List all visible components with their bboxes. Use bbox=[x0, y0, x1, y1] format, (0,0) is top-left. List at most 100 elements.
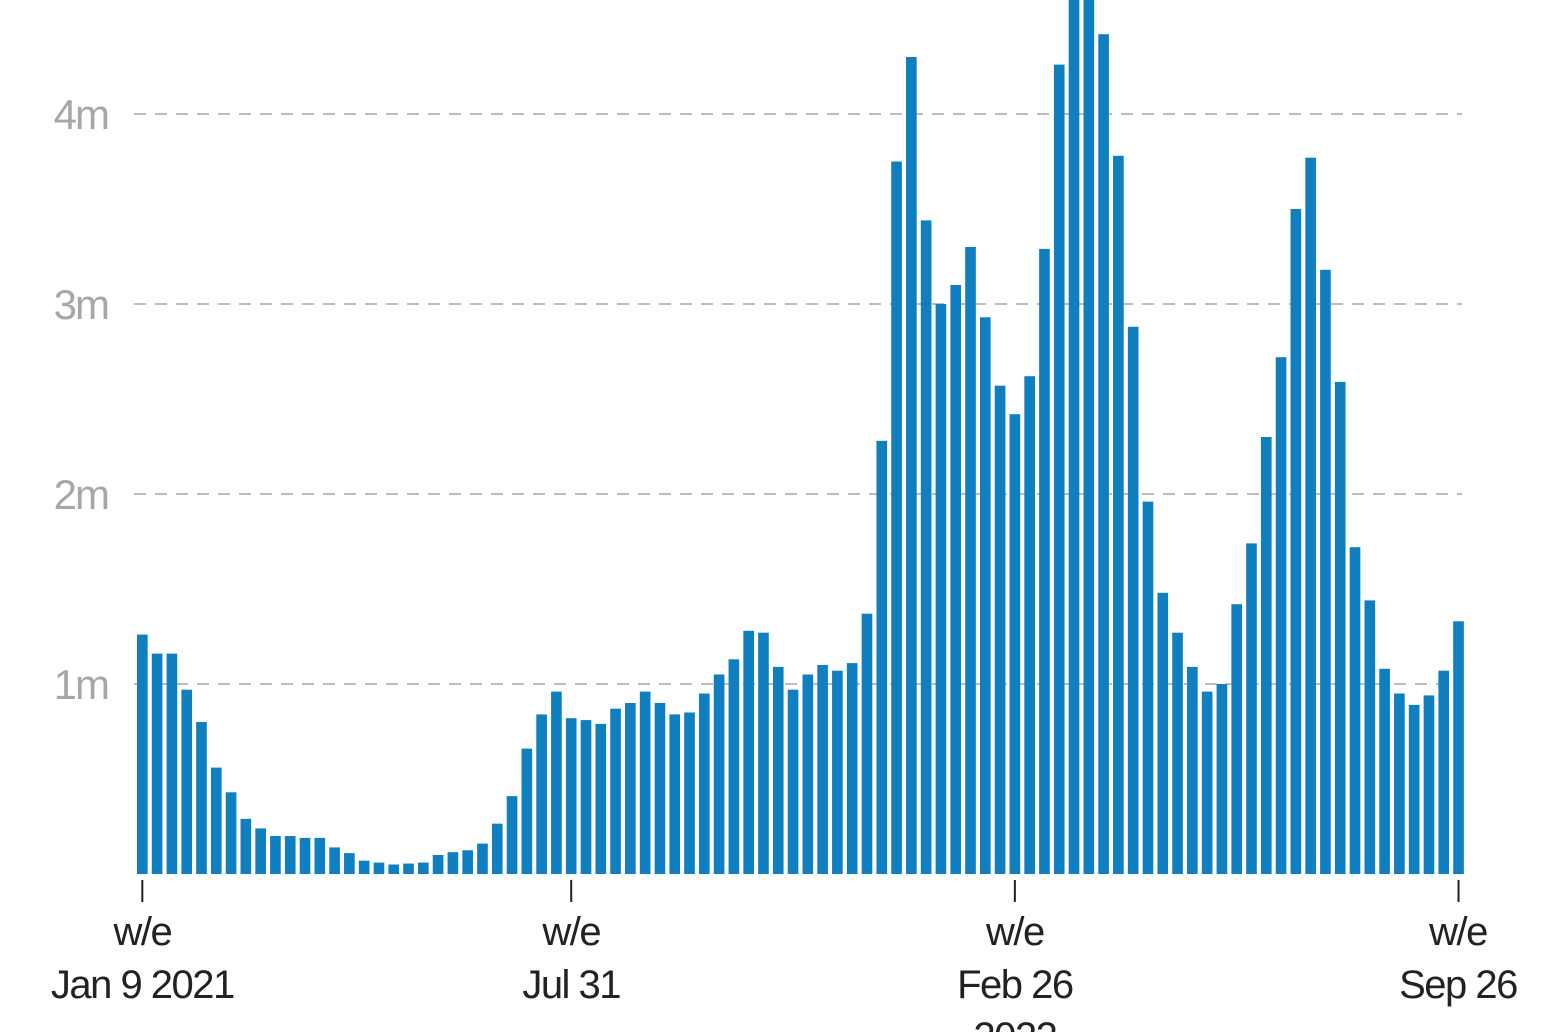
bar bbox=[906, 57, 917, 874]
bar bbox=[846, 663, 858, 874]
bar bbox=[1113, 155, 1124, 875]
y-tick-label: 1m bbox=[54, 661, 108, 708]
bar bbox=[1290, 209, 1302, 874]
bar bbox=[329, 847, 340, 874]
bar bbox=[669, 714, 681, 874]
bar bbox=[1083, 0, 1095, 874]
bar bbox=[1305, 157, 1316, 874]
bar bbox=[1201, 691, 1213, 874]
bar bbox=[447, 852, 459, 874]
bar bbox=[817, 665, 828, 874]
bar bbox=[876, 440, 888, 874]
bar bbox=[610, 708, 621, 874]
bar bbox=[506, 796, 518, 874]
bar bbox=[344, 853, 355, 874]
bar bbox=[551, 691, 562, 874]
y-axis-tick-labels: 1m 2m 3m 4m bbox=[54, 91, 110, 708]
bar bbox=[1127, 326, 1139, 874]
bar bbox=[270, 836, 281, 874]
bar bbox=[580, 720, 592, 874]
bar bbox=[1157, 592, 1169, 874]
bar bbox=[1039, 248, 1050, 874]
bar bbox=[1172, 632, 1183, 874]
bar bbox=[181, 689, 193, 874]
bar bbox=[1379, 668, 1390, 874]
bar bbox=[137, 634, 148, 874]
bar bbox=[1187, 666, 1198, 874]
bar bbox=[388, 864, 400, 874]
bar bbox=[713, 674, 725, 874]
y-tick-label: 4m bbox=[54, 91, 108, 138]
bar bbox=[772, 666, 784, 874]
bar bbox=[477, 843, 488, 874]
x-tick-label: Jul 31 bbox=[522, 963, 620, 1007]
bar bbox=[1334, 381, 1346, 874]
bar bbox=[225, 792, 237, 874]
bar bbox=[1216, 684, 1228, 874]
bar bbox=[698, 693, 710, 874]
bar bbox=[1009, 414, 1021, 874]
bar bbox=[432, 855, 444, 874]
x-tick-label: 2022 bbox=[973, 1015, 1056, 1032]
bar bbox=[210, 767, 222, 874]
bar bbox=[979, 317, 991, 874]
bar bbox=[965, 247, 976, 874]
bar bbox=[373, 862, 385, 874]
bar bbox=[787, 689, 799, 874]
bar bbox=[802, 674, 814, 874]
bar bbox=[758, 632, 769, 874]
bar bbox=[1423, 695, 1435, 874]
bar bbox=[832, 670, 843, 874]
bar bbox=[1453, 621, 1464, 874]
bar bbox=[403, 863, 414, 874]
x-tick-label: w/e bbox=[112, 910, 171, 954]
bar bbox=[1068, 0, 1080, 874]
bar bbox=[151, 653, 163, 874]
bar bbox=[196, 722, 207, 874]
bar bbox=[1364, 600, 1376, 874]
x-tick-label: Jan 9 2021 bbox=[51, 963, 234, 1007]
bar bbox=[491, 823, 503, 874]
bar bbox=[462, 850, 474, 874]
x-tick-label: w/e bbox=[541, 910, 600, 954]
bar bbox=[1438, 670, 1450, 874]
bar bbox=[743, 630, 754, 874]
bar bbox=[314, 837, 326, 874]
bar bbox=[891, 161, 902, 874]
bar bbox=[299, 837, 311, 874]
bar bbox=[1024, 376, 1035, 874]
bar bbox=[1231, 604, 1243, 874]
bar bbox=[1098, 34, 1109, 874]
bar bbox=[935, 304, 947, 874]
bar bbox=[284, 836, 296, 874]
x-axis: w/e Jan 9 2021 w/e Jul 31 w/e Feb 26 2022 w/e Se… bbox=[51, 880, 1519, 1032]
bar bbox=[1349, 547, 1361, 874]
bar bbox=[358, 860, 370, 874]
y-tick-label: 2m bbox=[54, 471, 108, 518]
bar bbox=[728, 659, 740, 874]
bar bbox=[1320, 269, 1331, 874]
bar bbox=[1260, 437, 1272, 874]
bar bbox=[1142, 501, 1154, 874]
x-tick-label: Sep 26 bbox=[1399, 963, 1517, 1007]
bar bbox=[861, 613, 873, 874]
bar bbox=[1394, 693, 1405, 874]
bar bbox=[1246, 543, 1257, 874]
x-tick-label: w/e bbox=[1428, 910, 1487, 954]
bar bbox=[994, 385, 1006, 874]
bar bbox=[521, 748, 533, 874]
bar bbox=[1275, 357, 1287, 874]
bar bbox=[565, 718, 577, 874]
bar bbox=[1408, 704, 1420, 874]
bar bbox=[950, 285, 962, 874]
bar bbox=[625, 703, 636, 874]
bar bbox=[920, 220, 932, 874]
gridlines bbox=[134, 113, 1462, 685]
bar bbox=[639, 691, 651, 874]
bar bbox=[255, 828, 266, 874]
bar bbox=[684, 712, 695, 874]
bar bbox=[240, 818, 252, 874]
bar bbox=[166, 653, 178, 874]
x-tick-label: w/e bbox=[985, 910, 1044, 954]
bar bbox=[654, 703, 666, 874]
